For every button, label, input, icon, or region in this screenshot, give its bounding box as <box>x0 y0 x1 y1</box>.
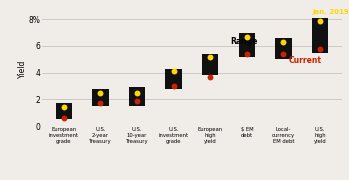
Point <box>134 99 140 102</box>
Bar <box>92 89 109 106</box>
Point <box>207 75 213 78</box>
Bar <box>129 87 145 106</box>
Bar <box>275 38 292 59</box>
Text: Current: Current <box>289 56 322 65</box>
Bar <box>312 18 328 53</box>
Text: Range: Range <box>230 37 258 46</box>
Point <box>61 117 67 120</box>
Bar <box>202 54 218 75</box>
Text: Jan. 2019: Jan. 2019 <box>313 9 349 15</box>
Point <box>317 19 323 22</box>
Point <box>98 102 103 105</box>
Point <box>281 53 286 55</box>
Point <box>98 91 103 94</box>
Point <box>244 35 250 38</box>
Y-axis label: Yield: Yield <box>18 60 27 78</box>
Point <box>61 106 67 109</box>
Point <box>134 91 140 94</box>
Point <box>171 85 177 87</box>
Point <box>317 47 323 50</box>
Point <box>244 53 250 55</box>
Point <box>207 55 213 58</box>
Bar <box>165 69 182 89</box>
Point <box>281 40 286 43</box>
Bar <box>55 103 72 119</box>
Point <box>171 70 177 73</box>
Bar <box>239 33 255 57</box>
